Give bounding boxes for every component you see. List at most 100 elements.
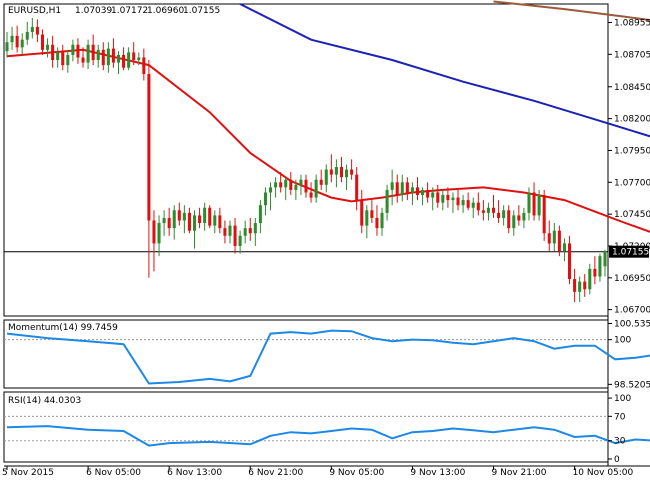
indicator-tick-label: 0 [614,455,620,465]
candle-body [330,170,333,175]
candle-body [487,208,490,213]
candle-body [203,208,206,223]
candle-body [61,52,64,65]
rsi-pane[interactable] [4,416,650,445]
rsi-frame [4,392,608,462]
candle-body [583,282,586,290]
candle-body [46,45,49,50]
candle-body [132,52,135,60]
candle-body [477,203,480,211]
candle-body [16,36,19,47]
chart-close: 1.07155 [183,6,220,16]
time-tick-label: 6 Nov 13:00 [167,468,222,478]
momentum-title: Momentum(14) 99.7459 [8,323,118,333]
rsi-line [7,426,650,446]
candle-body [568,243,571,279]
candle-body [401,182,404,195]
candle-body [492,208,495,213]
candle-body [315,180,318,198]
price-tick-label: 1.06950 [614,274,650,284]
candle-body [97,50,100,60]
candle-body [482,210,485,213]
candle-body [370,210,373,218]
candle-body [325,170,328,185]
candle-body [451,198,454,201]
candle-body [350,170,353,175]
candle-body [543,195,546,233]
candle-body [87,45,90,63]
price-pane[interactable] [4,2,650,302]
price-tick-label: 1.07700 [614,178,650,188]
candle-body [163,218,166,223]
candle-body [31,27,34,32]
candle-body [497,213,500,218]
candle-body [178,210,181,220]
chart-high: 1.07172 [111,6,148,16]
candle-body [112,49,115,63]
candle-body [365,210,368,225]
candle-body [406,182,409,192]
price-tick-label: 1.07950 [614,146,650,156]
candle-body [360,200,363,225]
candle-body [249,228,252,233]
candle-body [538,195,541,215]
candle-body [173,210,176,228]
candle-body [254,223,257,233]
candle-body [11,36,14,42]
candle-body [66,55,69,65]
candle-body [345,170,348,178]
momentum-pane[interactable] [4,331,650,384]
candle-body [26,32,29,40]
moving-average-mid [240,4,650,143]
candle-body [259,205,262,223]
candle-body [117,55,120,63]
candle-body [375,218,378,228]
momentum-line [7,331,650,384]
candle-body [137,57,140,60]
candle-body [396,182,399,195]
candle-body [588,269,591,289]
candle-body [436,192,439,202]
time-tick-label: 6 Nov 05:00 [86,468,141,478]
candle-body [502,210,505,218]
candle-body [289,180,292,190]
candle-body [152,220,155,243]
candle-body [355,175,358,200]
candle-body [522,213,525,221]
candle-body [426,190,429,198]
candle-body [244,228,247,236]
candle-body [391,182,394,190]
price-tick-label: 1.08955 [614,18,650,28]
indicator-tick-label: 30 [614,437,626,447]
candle-body [320,180,323,185]
candle-body [188,213,191,231]
candle-body [218,215,221,228]
candle-body [416,187,419,195]
time-tick-label: 6 Nov 21:00 [248,468,303,478]
time-tick-label: 9 Nov 21:00 [492,468,547,478]
candle-body [127,52,130,67]
chart-open: 1.07039 [75,6,112,16]
moving-average-fast [7,50,650,232]
time-tick-label: 5 Nov 2015 [2,468,54,478]
rsi-title: RSI(14) 44.0303 [8,396,81,406]
candle-body [441,195,444,203]
candle-body [234,226,237,246]
candle-body [558,231,561,251]
candle-body [71,45,74,55]
candle-body [431,192,434,197]
price-tick-label: 1.08705 [614,50,650,60]
candle-body [421,190,424,195]
candle-body [603,252,606,267]
candle-body [183,213,186,221]
candle-body [198,215,201,223]
candle-body [269,187,272,192]
candle-body [168,218,171,228]
candle-body [299,180,302,185]
candle-body [548,233,551,243]
candle-body [21,40,24,48]
candle-body [573,279,576,292]
candle-body [208,208,211,226]
